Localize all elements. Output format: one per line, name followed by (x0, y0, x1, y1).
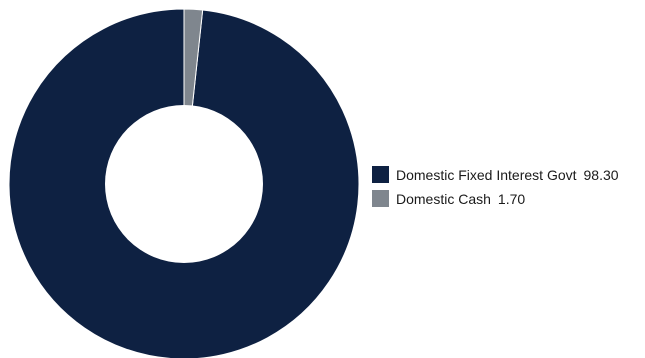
legend-swatch-0 (372, 166, 389, 183)
legend-value-1: 1.70 (498, 191, 525, 207)
legend-swatch-1 (372, 190, 389, 207)
legend-series-name-1: Domestic Cash (396, 191, 491, 207)
donut-hole (105, 105, 263, 263)
legend: Domestic Fixed Interest Govt 98.30Domesti… (372, 166, 619, 207)
legend-value-0: 98.30 (584, 167, 619, 183)
legend-label-0: Domestic Fixed Interest Govt 98.30 (396, 167, 619, 183)
legend-label-1: Domestic Cash 1.70 (396, 191, 525, 207)
legend-series-name-0: Domestic Fixed Interest Govt (396, 167, 577, 183)
